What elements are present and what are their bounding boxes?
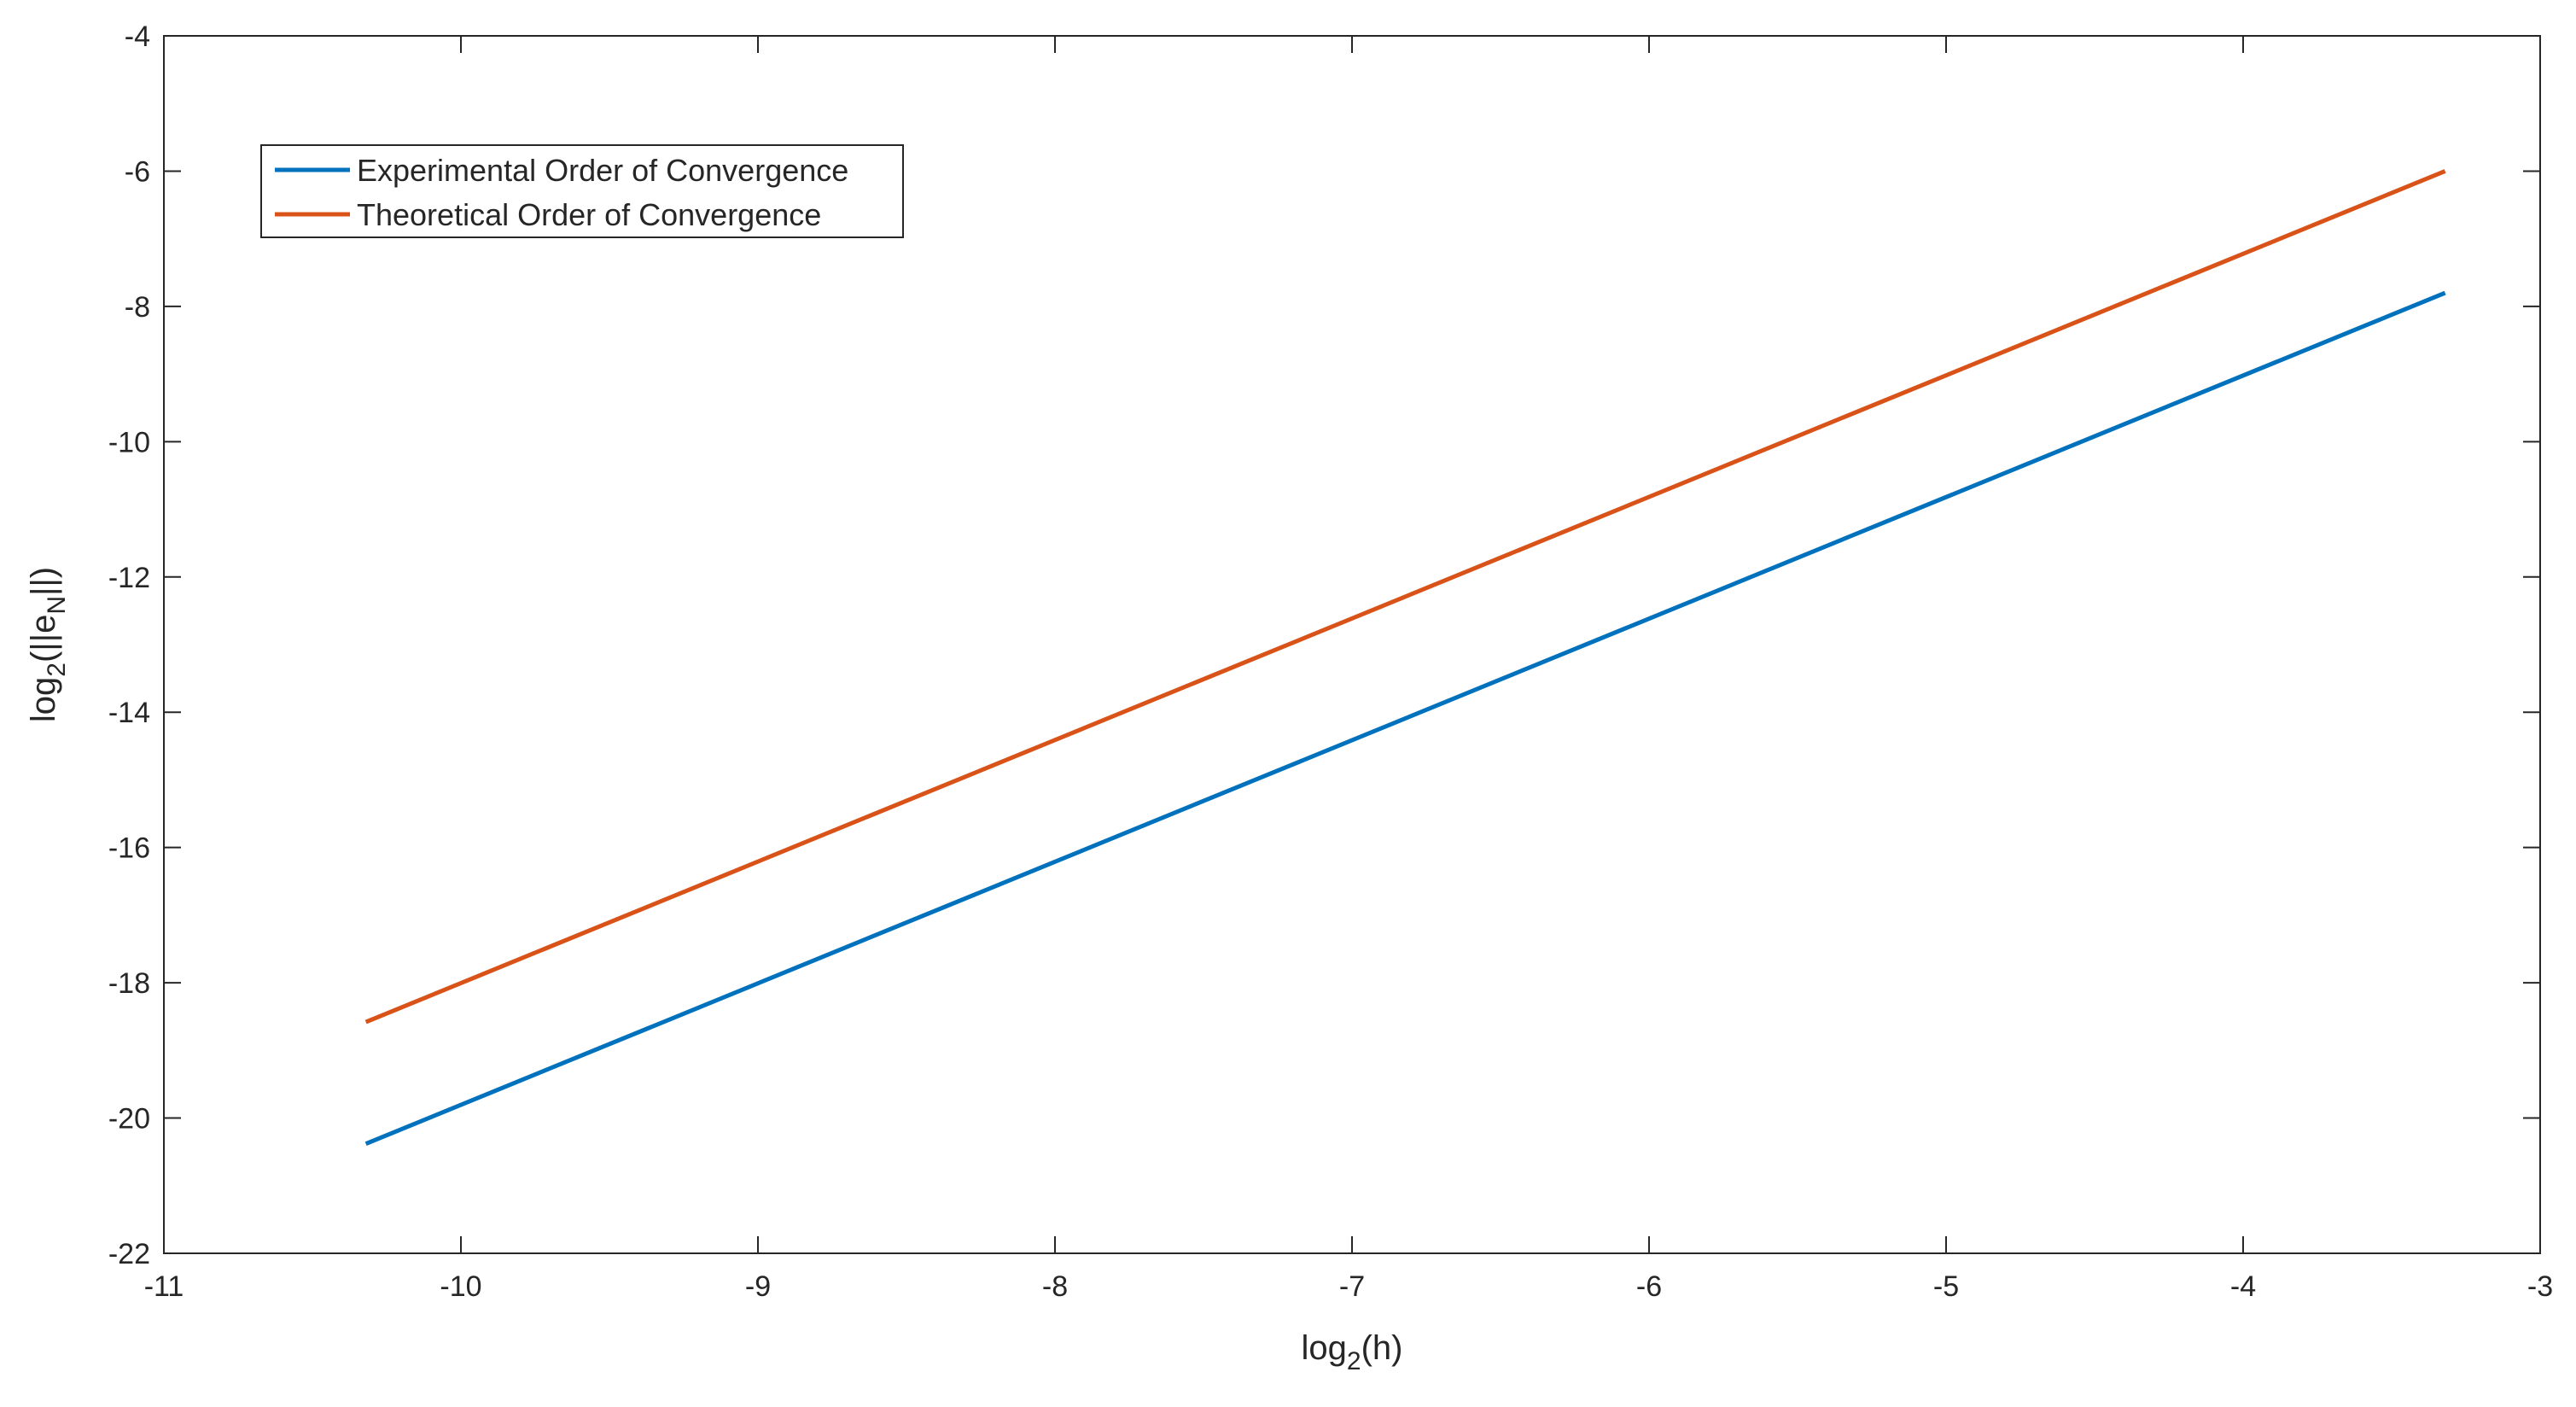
series-line-1 [364,169,2446,1025]
legend-label-experimental: Experimental Order of Convergence [357,153,848,188]
series-line-0 [364,290,2446,1146]
y-tick-label: -12 [108,562,150,594]
x-axis-ticks: -11 -10 -9 -8 -7 -6 -5 -4 -3 [144,36,2553,1303]
y-tick-label: -16 [108,832,150,865]
y-tick-label: -8 [125,291,150,324]
x-tick-label: -9 [745,1270,771,1303]
y-tick-label: -4 [125,20,150,53]
y-axis-label: log2(||eN||) [25,567,71,722]
y-tick-label: -10 [108,426,150,458]
legend-box [260,144,904,238]
x-tick-label: -10 [440,1270,481,1303]
x-tick-label: -8 [1042,1270,1068,1303]
y-tick-label: -22 [108,1238,150,1270]
y-tick-label: -20 [108,1103,150,1136]
x-tick-label: -7 [1339,1270,1365,1303]
x-axis-label: log2(h) [1302,1329,1403,1375]
x-tick-label: -5 [1933,1270,1959,1303]
legend: Experimental Order of Convergence Theore… [260,144,904,238]
x-tick-label: -11 [144,1270,184,1303]
series-layer [364,169,2446,1146]
x-tick-label: -3 [2527,1270,2553,1303]
legend-label-theoretical: Theoretical Order of Convergence [357,197,821,232]
y-tick-label: -14 [108,697,150,729]
x-tick-label: -6 [1636,1270,1662,1303]
y-tick-label: -18 [108,967,150,1000]
y-axis-ticks: -22 -20 -18 -16 -14 -12 -10 -8 -6 -4 [108,20,2540,1270]
x-tick-label: -4 [2230,1270,2256,1303]
y-tick-label: -6 [125,155,150,188]
plot-area [163,35,2541,1254]
